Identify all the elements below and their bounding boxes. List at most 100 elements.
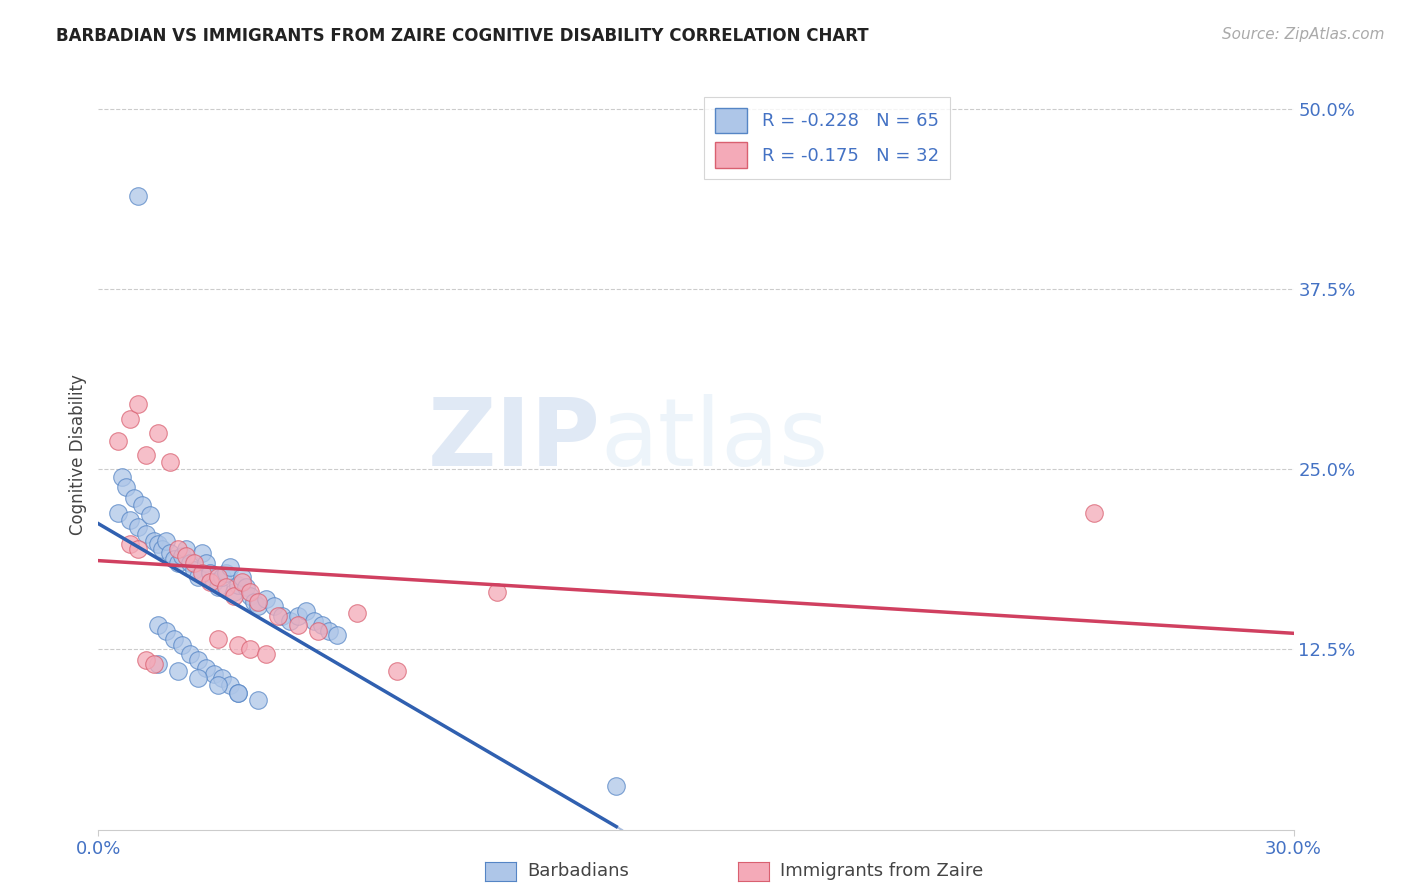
Point xyxy=(148,537,170,551)
Point xyxy=(191,546,214,560)
Point xyxy=(226,686,249,700)
Point xyxy=(167,556,190,570)
Text: Source: ZipAtlas.com: Source: ZipAtlas.com xyxy=(1222,27,1385,42)
Point xyxy=(187,652,209,666)
Point xyxy=(239,584,262,599)
Point xyxy=(107,434,129,448)
Point xyxy=(1083,506,1105,520)
Point xyxy=(207,570,229,584)
Text: ZIP: ZIP xyxy=(427,394,600,486)
Point xyxy=(326,628,349,642)
Point xyxy=(207,678,229,692)
Point xyxy=(215,566,238,580)
Point xyxy=(198,566,221,580)
Point xyxy=(235,581,257,595)
Point xyxy=(183,563,205,577)
Point xyxy=(231,574,253,589)
Y-axis label: Cognitive Disability: Cognitive Disability xyxy=(69,375,87,535)
Point xyxy=(174,541,197,556)
Point xyxy=(120,537,142,551)
Point xyxy=(120,412,142,426)
Point xyxy=(385,664,409,678)
Point xyxy=(148,618,170,632)
Point xyxy=(485,584,508,599)
Point xyxy=(243,595,266,609)
Point xyxy=(239,589,262,603)
Point xyxy=(318,624,340,638)
Point xyxy=(183,556,205,570)
Point xyxy=(115,480,138,494)
Point xyxy=(311,618,333,632)
Point xyxy=(159,455,181,469)
Point xyxy=(246,599,269,614)
Point xyxy=(307,624,329,638)
Text: Immigrants from Zaire: Immigrants from Zaire xyxy=(780,863,984,880)
Point xyxy=(191,566,214,580)
Point xyxy=(239,642,262,657)
Point xyxy=(143,534,166,549)
Point xyxy=(195,661,218,675)
Point xyxy=(127,188,149,202)
Point xyxy=(287,609,309,624)
Point xyxy=(135,448,157,462)
Point xyxy=(207,581,229,595)
Point xyxy=(195,556,218,570)
Point xyxy=(278,614,301,628)
Point xyxy=(135,652,157,666)
Point xyxy=(150,541,173,556)
Point xyxy=(254,647,277,661)
Point xyxy=(287,618,309,632)
Point xyxy=(135,527,157,541)
Point xyxy=(215,581,238,595)
Point xyxy=(167,664,190,678)
Point xyxy=(179,647,201,661)
Point xyxy=(187,570,209,584)
Text: atlas: atlas xyxy=(600,394,828,486)
Point xyxy=(198,574,221,589)
Point xyxy=(222,584,245,599)
Point xyxy=(263,599,285,614)
Point xyxy=(211,570,233,584)
Point xyxy=(267,609,290,624)
Point xyxy=(107,506,129,520)
Point xyxy=(605,780,627,794)
Point xyxy=(179,556,201,570)
Legend: R = -0.228   N = 65, R = -0.175   N = 32: R = -0.228 N = 65, R = -0.175 N = 32 xyxy=(704,97,950,178)
Point xyxy=(346,607,368,621)
Point xyxy=(163,551,186,566)
Point xyxy=(231,570,253,584)
Point xyxy=(155,534,177,549)
Point xyxy=(246,595,269,609)
Text: BARBADIAN VS IMMIGRANTS FROM ZAIRE COGNITIVE DISABILITY CORRELATION CHART: BARBADIAN VS IMMIGRANTS FROM ZAIRE COGNI… xyxy=(56,27,869,45)
Point xyxy=(111,469,134,483)
Point xyxy=(219,560,242,574)
Point xyxy=(246,693,269,707)
Point xyxy=(202,667,225,681)
Point xyxy=(226,686,249,700)
Point xyxy=(120,513,142,527)
Point xyxy=(187,671,209,685)
Point xyxy=(174,549,197,563)
Point xyxy=(222,589,245,603)
Point xyxy=(270,609,292,624)
Point xyxy=(148,657,170,671)
Point xyxy=(172,549,194,563)
Point xyxy=(219,678,242,692)
Point xyxy=(139,508,162,523)
Point xyxy=(155,624,177,638)
Point xyxy=(124,491,146,505)
Point xyxy=(127,397,149,411)
Point xyxy=(127,541,149,556)
Point xyxy=(172,638,194,652)
Point xyxy=(167,541,190,556)
Point xyxy=(226,577,249,591)
Point xyxy=(254,592,277,607)
Text: Barbadians: Barbadians xyxy=(527,863,628,880)
Point xyxy=(302,614,325,628)
Point xyxy=(294,603,316,617)
Point xyxy=(226,638,249,652)
Point xyxy=(163,632,186,647)
Point xyxy=(211,671,233,685)
Point xyxy=(159,546,181,560)
Point xyxy=(148,426,170,441)
